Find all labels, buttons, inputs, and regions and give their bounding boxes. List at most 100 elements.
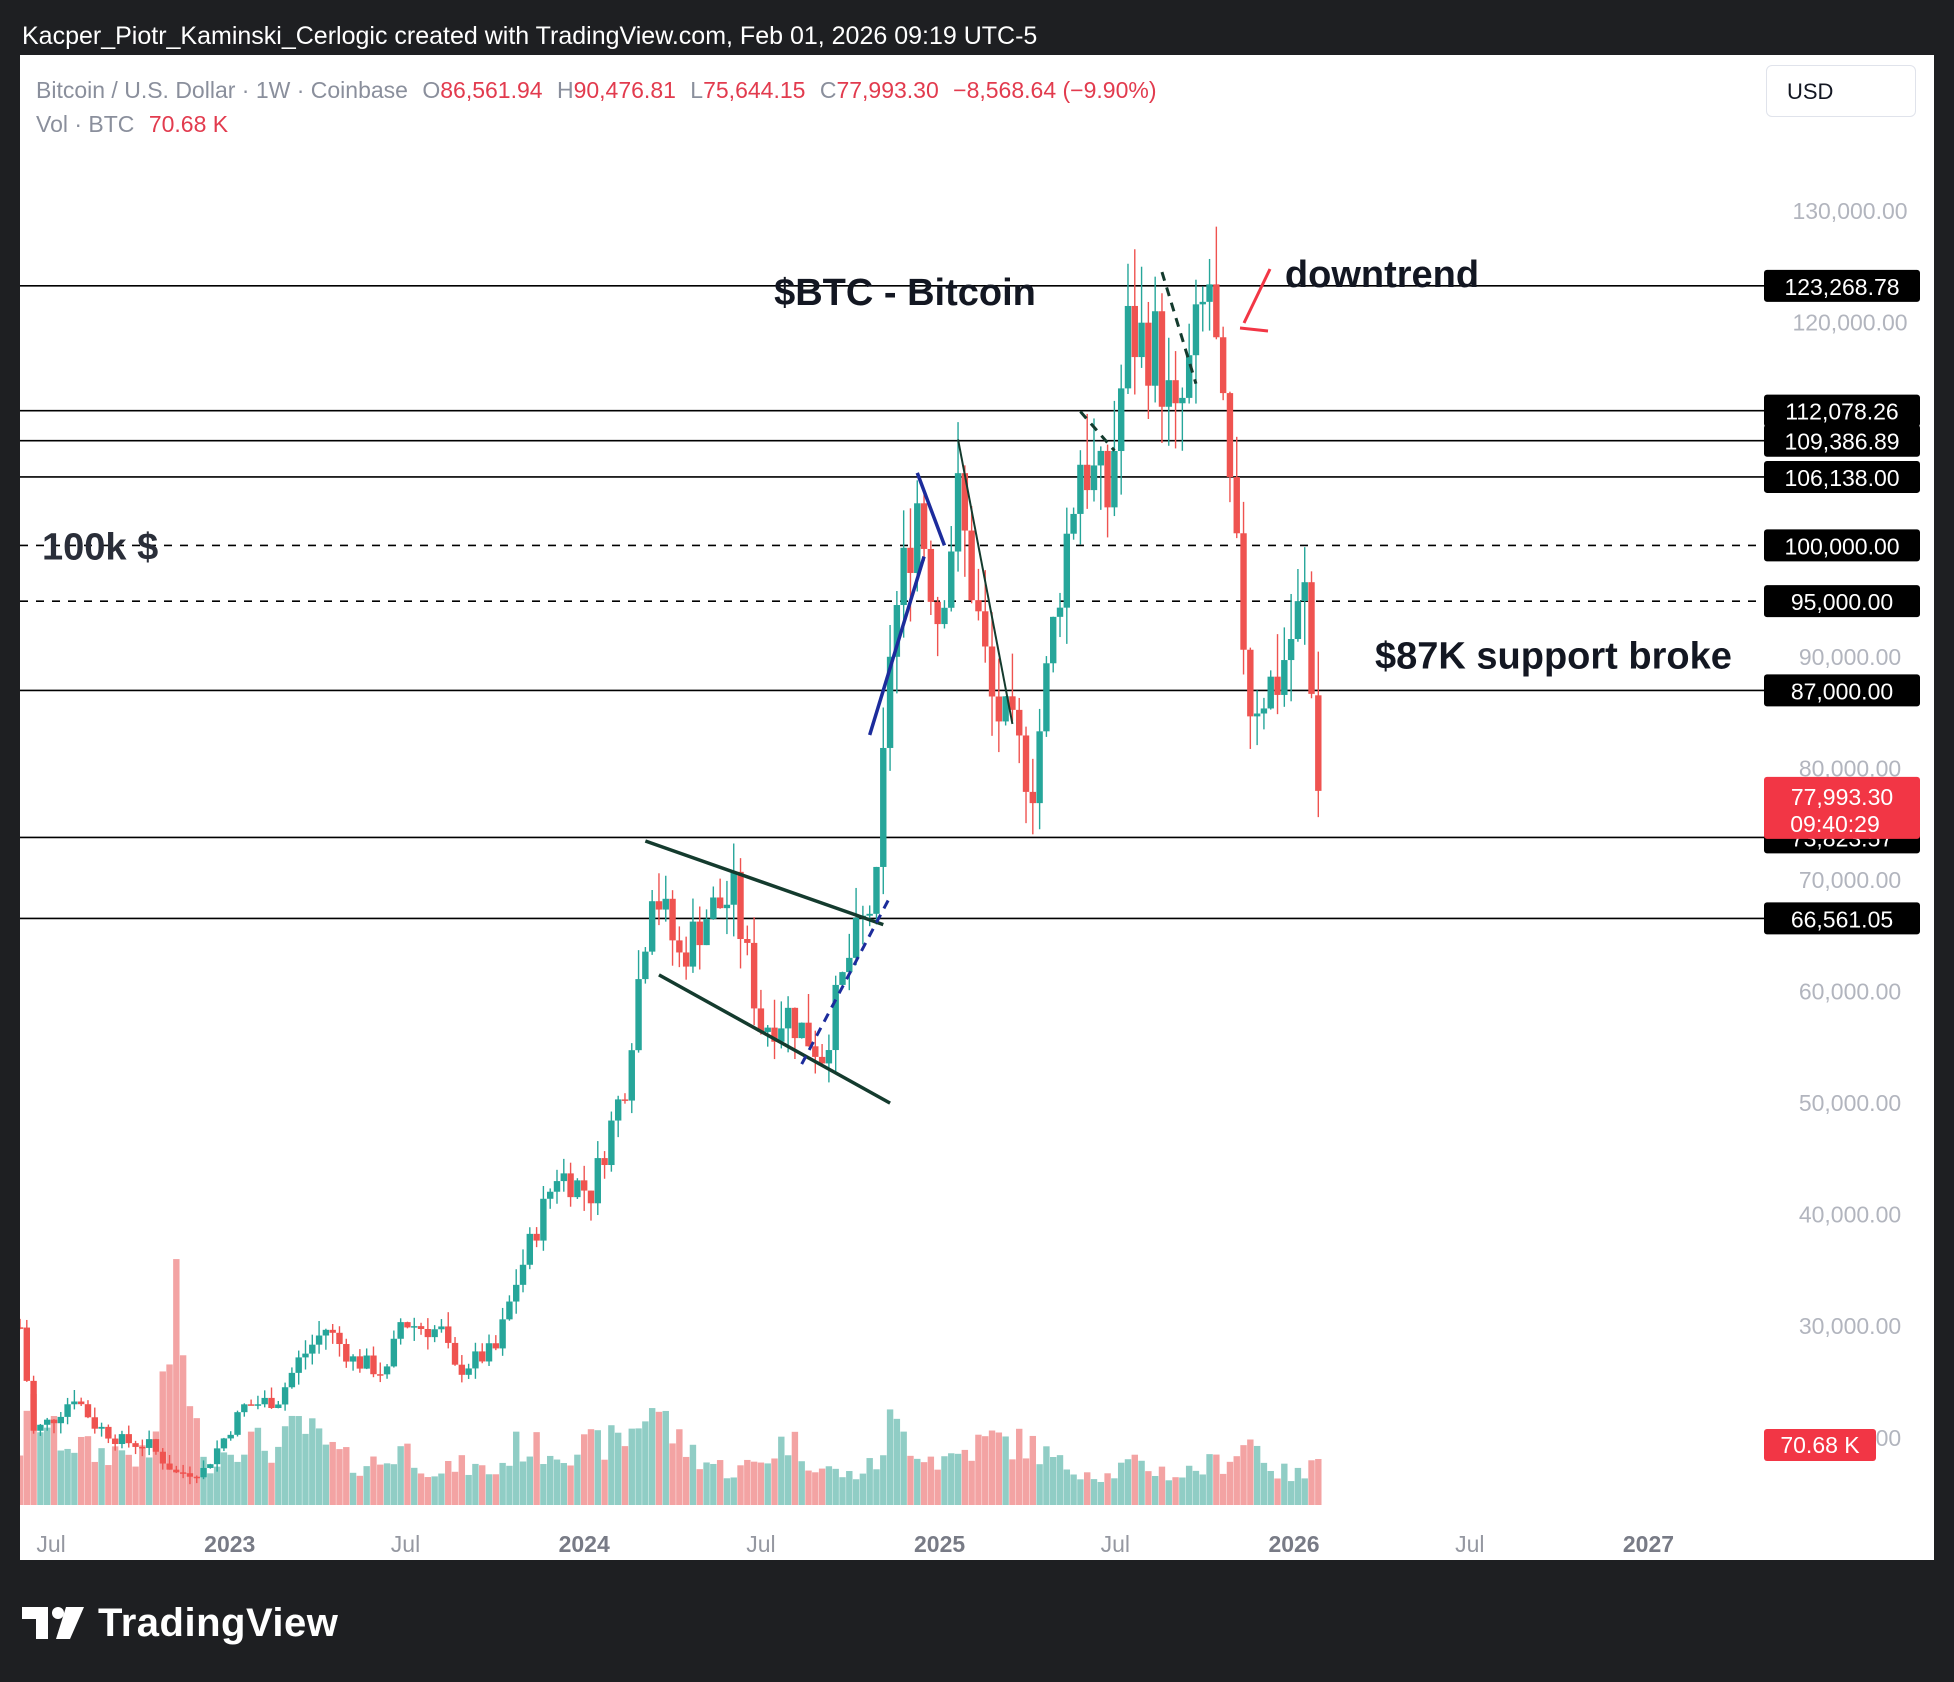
consolidation-dashed-line[interactable]	[1079, 410, 1116, 452]
ohlc-low-label: L	[690, 77, 704, 103]
candle-body	[377, 1374, 384, 1376]
candle-body	[839, 972, 846, 985]
candle-body	[907, 547, 914, 573]
volume-bar	[1104, 1473, 1111, 1505]
candle-body	[431, 1329, 438, 1338]
volume-bar	[50, 1416, 58, 1505]
candle-body	[948, 551, 955, 608]
price-level-label: 100,000.00	[1784, 533, 1899, 559]
candle-body	[730, 871, 737, 905]
candle-body	[383, 1366, 391, 1375]
candle-body	[1158, 311, 1166, 407]
candle-body	[268, 1397, 275, 1408]
volume-bar	[1172, 1477, 1179, 1505]
candle-body	[560, 1173, 567, 1182]
volume-bar	[213, 1466, 221, 1505]
candle-body	[261, 1397, 268, 1405]
tradingview-logo: TradingView	[22, 1595, 338, 1651]
candle-body	[669, 898, 676, 941]
volume-bar	[648, 1408, 656, 1505]
candle-body	[288, 1372, 296, 1388]
x-tick-label: 2027	[1623, 1531, 1674, 1557]
candle-body	[417, 1326, 425, 1330]
candle-body	[1029, 791, 1037, 804]
candle-body	[159, 1451, 166, 1464]
channel-lower-line[interactable]	[658, 973, 891, 1105]
candle-body	[1165, 380, 1172, 407]
candle-body	[920, 503, 928, 549]
volume-bar	[1260, 1462, 1268, 1505]
volume-bar	[247, 1431, 255, 1505]
volume-bar	[893, 1418, 901, 1505]
price-level-label: 66,561.05	[1791, 906, 1893, 932]
candle-body	[832, 984, 839, 1051]
candle-body	[50, 1419, 58, 1424]
volume-bar	[900, 1431, 907, 1505]
volume-bar	[152, 1431, 160, 1505]
candle-body	[207, 1464, 214, 1468]
volume-bar	[608, 1425, 615, 1505]
rally-trendline[interactable]	[868, 556, 926, 736]
candle-body	[1104, 450, 1111, 508]
candle-body	[954, 473, 962, 552]
volume-bar	[220, 1452, 228, 1505]
channel-upper-line[interactable]	[644, 839, 884, 927]
downtrend-annotation: downtrend	[1285, 254, 1479, 296]
candle-body	[818, 1056, 826, 1064]
candle-body	[927, 548, 935, 602]
bar-countdown-label: 09:40:29	[1790, 811, 1880, 837]
volume-bar	[982, 1436, 989, 1505]
volume-value-tag	[1764, 1429, 1876, 1461]
volume-bar	[526, 1456, 534, 1505]
candle-body	[676, 940, 683, 953]
candle-body	[309, 1344, 316, 1354]
candle-body	[587, 1190, 595, 1204]
candle-body	[193, 1476, 200, 1479]
candle-body	[567, 1173, 574, 1198]
candle-body	[499, 1319, 506, 1349]
candle-body	[655, 901, 663, 910]
candle-body	[166, 1463, 173, 1470]
volume-bar	[778, 1436, 785, 1505]
candle-body	[125, 1434, 132, 1444]
chart-panel[interactable]: 130,000.00 120,000.00 90,000.00 80,000.00 70…	[20, 55, 1934, 1560]
top-trendline[interactable]	[915, 472, 947, 547]
candle-body	[988, 646, 996, 697]
volume-label[interactable]: Vol · BTC	[36, 111, 135, 137]
volume-bar	[159, 1371, 166, 1505]
candle-body	[336, 1332, 343, 1345]
volume-bar	[784, 1455, 792, 1505]
ohlc-open-value: 86,561.94	[440, 77, 543, 103]
top-dashed-line[interactable]	[1160, 271, 1198, 385]
ohlc-high-value: 90,476.81	[573, 77, 676, 103]
symbol-name[interactable]: Bitcoin / U.S. Dollar · 1W · Coinbase	[36, 77, 408, 103]
volume-bar	[703, 1462, 710, 1505]
candle-body	[179, 1472, 187, 1474]
candle-body	[1301, 582, 1308, 602]
price-level-label: 106,138.00	[1784, 465, 1899, 491]
currency-selector[interactable]: USD	[1766, 65, 1916, 117]
volume-bar	[594, 1430, 601, 1505]
volume-bar	[506, 1465, 513, 1505]
candle-body	[227, 1434, 234, 1439]
downtrend-line-2025[interactable]	[957, 439, 1014, 725]
candle-body	[682, 952, 690, 967]
candle-body	[105, 1426, 112, 1439]
volume-bar	[105, 1465, 112, 1505]
volume-bar	[710, 1463, 717, 1505]
candle-body	[370, 1355, 377, 1375]
volume-bar	[975, 1434, 982, 1505]
candle-body	[757, 1008, 765, 1032]
candle-body	[1192, 304, 1200, 356]
volume-bar	[839, 1477, 846, 1505]
volume-bar	[846, 1471, 853, 1505]
price-level-tag	[1764, 424, 1920, 457]
candle-body	[404, 1322, 411, 1328]
volume-bar	[995, 1432, 1003, 1505]
candle-body	[23, 1327, 30, 1381]
volume-bar	[281, 1426, 289, 1505]
volume-bar	[540, 1464, 547, 1505]
volume-bar	[730, 1477, 737, 1505]
candle-body	[1124, 305, 1132, 389]
price-chart[interactable]: 130,000.00120,000.0090,000.0080,000.0070…	[20, 55, 1934, 1560]
